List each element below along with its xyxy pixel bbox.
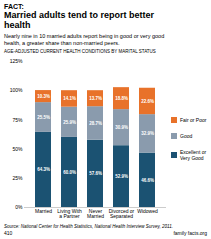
svg-text:32.9%: 32.9% [141, 131, 154, 136]
svg-text:52.9%: 52.9% [115, 174, 128, 179]
svg-text:Widowed: Widowed [137, 208, 158, 214]
svg-text:46.6%: 46.6% [141, 177, 154, 182]
html-text:FACT:: FACT: [4, 3, 24, 10]
svg-text:75%: 75% [12, 116, 23, 122]
svg-text:30.9%: 30.9% [115, 125, 128, 130]
html-text:Married adults tend to report: Married adults tend to report better hea… [4, 10, 154, 30]
svg-text:60.0%: 60.0% [63, 169, 76, 174]
svg-text:10.3%: 10.3% [37, 94, 50, 99]
svg-text:25.5%: 25.5% [37, 114, 50, 119]
html-text:Source: National Center for He: Source: National Center for Health Stati… [4, 223, 173, 229]
svg-text:25%: 25% [12, 174, 23, 180]
svg-text:64.3%: 64.3% [37, 167, 50, 172]
svg-text:100%: 100% [10, 87, 23, 93]
svg-text:Divorced orSeparated: Divorced orSeparated [109, 208, 135, 219]
svg-text:14.1%: 14.1% [63, 96, 76, 101]
svg-text:Living Witha Partner: Living Witha Partner [57, 208, 82, 219]
svg-text:NeverMarried: NeverMarried [87, 208, 104, 219]
svg-text:13.7%: 13.7% [89, 96, 102, 101]
html-text:Good: Good [180, 132, 193, 139]
html-text:AGE-ADJUSTED CURRENT HEALTH CO: AGE-ADJUSTED CURRENT HEALTH CONDITIONS B… [4, 48, 156, 54]
svg-text:28.7%: 28.7% [89, 120, 102, 125]
svg-text:57.6%: 57.6% [89, 171, 102, 176]
html-text:family facts.org: family facts.org [173, 229, 207, 236]
html-text:410: 410 [4, 229, 13, 236]
svg-text:18.8%: 18.8% [115, 96, 128, 101]
svg-text:22.6%: 22.6% [141, 98, 154, 103]
html-text:Excellent or Very Good: Excellent or Very Good [180, 148, 207, 161]
svg-text:Married: Married [35, 208, 52, 214]
svg-text:0%: 0% [15, 204, 23, 210]
svg-text:25.9%: 25.9% [63, 119, 76, 124]
html-text:Nearly nine in 10 married adul: Nearly nine in 10 married adults report … [4, 32, 165, 46]
html-text:Fair or Poor: Fair or Poor [180, 116, 207, 123]
svg-text:125%: 125% [10, 58, 23, 64]
svg-text:50%: 50% [12, 145, 23, 151]
